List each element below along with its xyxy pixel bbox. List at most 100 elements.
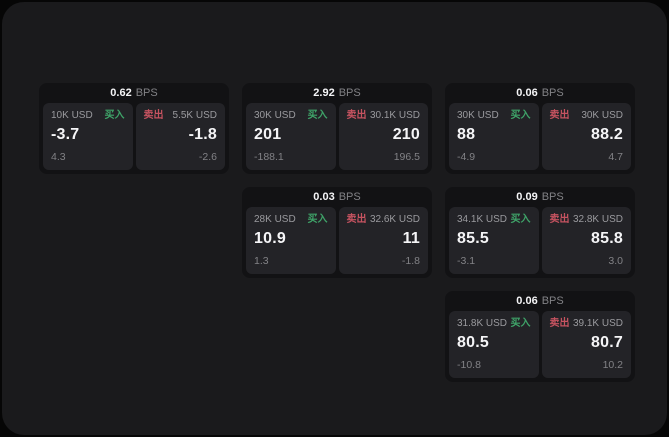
sell-side-label: 卖出 xyxy=(143,110,164,121)
buy-panel-header: 10K USD 买入 xyxy=(51,110,125,122)
sell-secondary-value: 196.5 xyxy=(393,151,420,163)
buy-sell-panels: 30K USD 买入 88 -4.9 卖出 30K USD 88.2 4.7 xyxy=(449,103,631,170)
spread-card: 0.62 BPS 10K USD 买入 -3.7 4.3 卖出 5.5K USD… xyxy=(39,83,229,174)
buy-panel[interactable]: 28K USD 买入 10.9 1.3 xyxy=(246,207,336,274)
sell-size: 32.8K USD xyxy=(572,214,623,225)
sell-panel-header: 卖出 30K USD xyxy=(550,110,624,122)
bps-unit-label: BPS xyxy=(338,191,361,203)
sell-secondary-value: 10.2 xyxy=(602,359,623,371)
buy-size: 10K USD xyxy=(51,110,93,121)
buy-panel[interactable]: 30K USD 买入 88 -4.9 xyxy=(449,103,539,170)
buy-price: -3.7 xyxy=(51,126,80,143)
buy-size: 30K USD xyxy=(457,110,499,121)
buy-secondary-value: 4.3 xyxy=(51,151,66,163)
sell-price: 210 xyxy=(392,126,420,143)
buy-sell-panels: 30K USD 买入 201 -188.1 卖出 30.1K USD 210 1… xyxy=(246,103,428,170)
sell-price: 88.2 xyxy=(591,126,623,143)
spread-card-header: 2.92 BPS xyxy=(246,83,428,103)
sell-price: -1.8 xyxy=(188,126,217,143)
buy-price: 10.9 xyxy=(254,230,286,247)
spread-card: 0.09 BPS 34.1K USD 买入 85.5 -3.1 卖出 32.8K… xyxy=(445,187,635,278)
buy-side-label: 买入 xyxy=(104,110,125,121)
sell-panel[interactable]: 卖出 39.1K USD 80.7 10.2 xyxy=(541,311,631,378)
buy-panel-header: 28K USD 买入 xyxy=(254,214,328,226)
sell-panel-header: 卖出 5.5K USD xyxy=(144,110,218,122)
sell-price: 80.7 xyxy=(591,334,623,351)
buy-size: 34.1K USD xyxy=(457,214,508,225)
spread-bps-value: 0.06 xyxy=(516,87,538,99)
sell-panel[interactable]: 卖出 30K USD 88.2 4.7 xyxy=(541,103,631,170)
sell-panel[interactable]: 卖出 32.8K USD 85.8 3.0 xyxy=(541,207,631,274)
buy-panel-header: 34.1K USD 买入 xyxy=(457,214,531,226)
sell-side-label: 卖出 xyxy=(549,214,570,225)
sell-size: 30K USD xyxy=(581,110,623,121)
sell-secondary-value: -2.6 xyxy=(198,151,217,163)
buy-price: 80.5 xyxy=(457,334,489,351)
spread-bps-value: 0.62 xyxy=(110,87,132,99)
buy-secondary-value: -4.9 xyxy=(457,151,476,163)
buy-panel-header: 30K USD 买入 xyxy=(254,110,328,122)
buy-panel[interactable]: 10K USD 买入 -3.7 4.3 xyxy=(43,103,133,170)
buy-side-label: 买入 xyxy=(510,318,531,329)
sell-panel[interactable]: 卖出 5.5K USD -1.8 -2.6 xyxy=(135,103,225,170)
buy-price: 201 xyxy=(254,126,282,143)
buy-secondary-value: -3.1 xyxy=(457,255,476,267)
buy-sell-panels: 28K USD 买入 10.9 1.3 卖出 32.6K USD 11 -1.8 xyxy=(246,207,428,274)
buy-panel[interactable]: 31.8K USD 买入 80.5 -10.8 xyxy=(449,311,539,378)
buy-price: 88 xyxy=(457,126,476,143)
spread-card-header: 0.03 BPS xyxy=(246,187,428,207)
sell-size: 32.6K USD xyxy=(369,214,420,225)
sell-panel-header: 卖出 30.1K USD xyxy=(347,110,421,122)
spread-bps-value: 0.09 xyxy=(516,191,538,203)
buy-size: 28K USD xyxy=(254,214,296,225)
bps-unit-label: BPS xyxy=(135,87,158,99)
buy-side-label: 买入 xyxy=(510,214,531,225)
buy-panel[interactable]: 34.1K USD 买入 85.5 -3.1 xyxy=(449,207,539,274)
spread-card: 2.92 BPS 30K USD 买入 201 -188.1 卖出 30.1K … xyxy=(242,83,432,174)
buy-size: 31.8K USD xyxy=(457,318,508,329)
spread-bps-value: 0.06 xyxy=(516,295,538,307)
spread-bps-value: 0.03 xyxy=(313,191,335,203)
spread-cards-grid: 0.62 BPS 10K USD 买入 -3.7 4.3 卖出 5.5K USD… xyxy=(39,83,635,382)
spread-card-header: 0.06 BPS xyxy=(449,291,631,311)
buy-secondary-value: -188.1 xyxy=(254,151,284,163)
buy-size: 30K USD xyxy=(254,110,296,121)
bps-unit-label: BPS xyxy=(338,87,361,99)
buy-sell-panels: 34.1K USD 买入 85.5 -3.1 卖出 32.8K USD 85.8… xyxy=(449,207,631,274)
sell-panel[interactable]: 卖出 32.6K USD 11 -1.8 xyxy=(338,207,428,274)
sell-panel-header: 卖出 32.6K USD xyxy=(347,214,421,226)
buy-price: 85.5 xyxy=(457,230,489,247)
sell-side-label: 卖出 xyxy=(549,110,570,121)
sell-panel-header: 卖出 39.1K USD xyxy=(550,318,624,330)
sell-side-label: 卖出 xyxy=(346,214,367,225)
sell-size: 5.5K USD xyxy=(172,110,217,121)
sell-side-label: 卖出 xyxy=(549,318,570,329)
buy-secondary-value: -10.8 xyxy=(457,359,481,371)
buy-sell-panels: 10K USD 买入 -3.7 4.3 卖出 5.5K USD -1.8 -2.… xyxy=(43,103,225,170)
bps-unit-label: BPS xyxy=(541,191,564,203)
spread-card: 0.06 BPS 30K USD 买入 88 -4.9 卖出 30K USD 8… xyxy=(445,83,635,174)
bps-unit-label: BPS xyxy=(541,295,564,307)
sell-panel-header: 卖出 32.8K USD xyxy=(550,214,624,226)
buy-side-label: 买入 xyxy=(307,214,328,225)
sell-price: 11 xyxy=(402,230,420,247)
sell-secondary-value: -1.8 xyxy=(401,255,420,267)
buy-side-label: 买入 xyxy=(307,110,328,121)
spread-card-header: 0.06 BPS xyxy=(449,83,631,103)
spread-card-header: 0.09 BPS xyxy=(449,187,631,207)
bps-unit-label: BPS xyxy=(541,87,564,99)
sell-secondary-value: 3.0 xyxy=(608,255,623,267)
spread-card-header: 0.62 BPS xyxy=(43,83,225,103)
spread-card: 0.06 BPS 31.8K USD 买入 80.5 -10.8 卖出 39.1… xyxy=(445,291,635,382)
buy-panel[interactable]: 30K USD 买入 201 -188.1 xyxy=(246,103,336,170)
buy-panel-header: 30K USD 买入 xyxy=(457,110,531,122)
spread-card: 0.03 BPS 28K USD 买入 10.9 1.3 卖出 32.6K US… xyxy=(242,187,432,278)
buy-panel-header: 31.8K USD 买入 xyxy=(457,318,531,330)
sell-secondary-value: 4.7 xyxy=(608,151,623,163)
sell-price: 85.8 xyxy=(591,230,623,247)
sell-panel[interactable]: 卖出 30.1K USD 210 196.5 xyxy=(338,103,428,170)
spread-bps-value: 2.92 xyxy=(313,87,335,99)
buy-sell-panels: 31.8K USD 买入 80.5 -10.8 卖出 39.1K USD 80.… xyxy=(449,311,631,378)
